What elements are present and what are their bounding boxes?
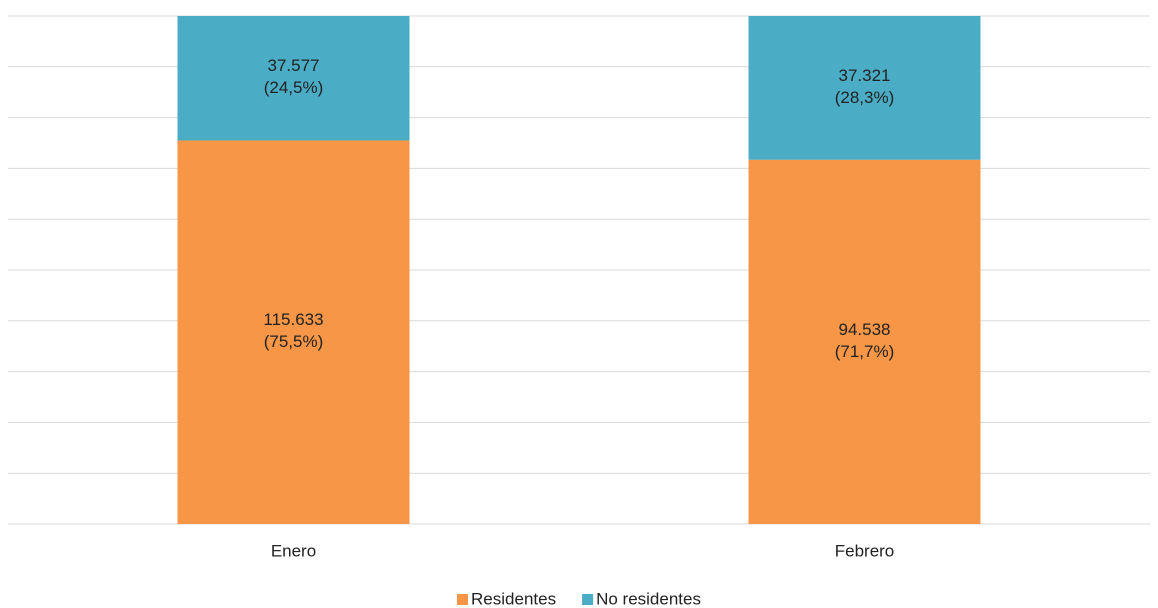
data-label: 37.321 (28,3%) — [835, 66, 895, 107]
legend-swatch — [457, 594, 469, 605]
legend-label: No residentes — [596, 589, 701, 608]
bar-segment — [748, 159, 981, 525]
bar-segment — [748, 16, 981, 160]
data-label: 94.538 (71,7%) — [835, 320, 895, 361]
bar-segment — [177, 140, 410, 524]
x-tick-label: Enero — [271, 541, 316, 560]
legend: Residentes No residentes — [457, 589, 701, 608]
bar-segment — [177, 16, 410, 141]
legend-item: Residentes — [457, 589, 556, 608]
legend-item: No residentes — [582, 589, 701, 608]
legend-swatch — [582, 594, 594, 605]
data-label: 115.633 (75,5%) — [263, 311, 323, 352]
x-tick-label: Febrero — [835, 541, 895, 560]
legend-label: Residentes — [471, 589, 556, 608]
data-label: 37.577 (24,5%) — [264, 57, 324, 98]
